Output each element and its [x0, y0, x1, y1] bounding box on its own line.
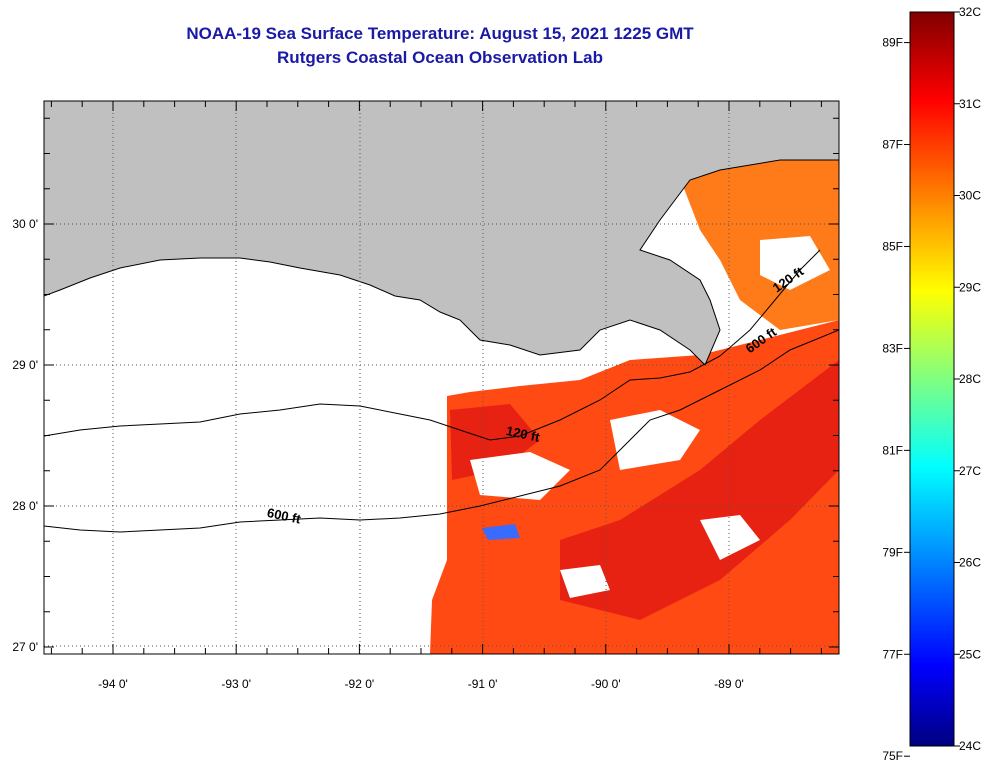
map-tick-marks: [44, 101, 839, 654]
latitude-labels: 30 0' 29 0' 28 0' 27 0': [12, 217, 38, 654]
sst-cloud-gap: [760, 236, 830, 290]
colorbar-gradient: [909, 11, 955, 747]
chart-subtitle: Rutgers Coastal Ocean Observation Lab: [277, 48, 603, 67]
colorbar-fahrenheit-label: 89F: [882, 36, 903, 50]
bathymetry-contours: [44, 249, 839, 533]
colorbar-celsius-label: 30C: [959, 189, 981, 203]
colorbar-celsius-label: 26C: [959, 556, 981, 570]
longitude-tick-label: -90 0': [591, 677, 621, 691]
sst-hot-core: [560, 360, 839, 620]
colorbar-fahrenheit-label: 85F: [882, 239, 903, 253]
graticule: [44, 101, 839, 654]
colorbar-fahrenheit-labels: 89F 87F 85F 83F 81F 79F 77F 75F: [882, 36, 903, 761]
land-mass: [44, 101, 839, 366]
longitude-tick-label: -89 0': [714, 677, 744, 691]
sst-cool-patch: [482, 524, 520, 540]
colorbar: 32C 31C 30C 29C 28C 27C 26C 25C 24C 89F 87F 85F 83F…: [882, 5, 981, 761]
colorbar-fahrenheit-label: 75F: [882, 749, 903, 761]
sst-cloud-gap: [470, 452, 570, 500]
sst-warm-field: [430, 320, 839, 654]
colorbar-celsius-label: 28C: [959, 372, 981, 386]
colorbar-fahrenheit-label: 77F: [882, 647, 903, 661]
contour-600ft: [44, 329, 839, 533]
longitude-tick-label: -92 0': [345, 677, 375, 691]
latitude-tick-label: 28 0': [12, 499, 38, 513]
longitude-tick-label: -94 0': [98, 677, 128, 691]
chart-title: NOAA-19 Sea Surface Temperature: August …: [186, 24, 694, 43]
latitude-tick-label: 27 0': [12, 640, 38, 654]
contour-label: 600 ft: [266, 505, 303, 527]
map-frame: [43, 100, 840, 655]
latitude-tick-label: 30 0': [12, 217, 38, 231]
colorbar-celsius-label: 32C: [959, 5, 981, 19]
colorbar-fahrenheit-label: 87F: [882, 138, 903, 152]
sst-cloud-gap: [560, 565, 610, 598]
longitude-labels: -94 0' -93 0' -92 0' -91 0' -90 0' -89 0': [98, 677, 744, 691]
colorbar-fahrenheit-label: 83F: [882, 341, 903, 355]
colorbar-fahrenheit-label: 81F: [882, 443, 903, 457]
contour-label: 120 ft: [505, 423, 542, 445]
colorbar-fahrenheit-label: 79F: [882, 545, 903, 559]
colorbar-celsius-label: 29C: [959, 280, 981, 294]
colorbar-celsius-label: 25C: [959, 647, 981, 661]
colorbar-celsius-label: 31C: [959, 97, 981, 111]
sst-east-shelf: [680, 160, 839, 330]
colorbar-celsius-label: 27C: [959, 464, 981, 478]
longitude-tick-label: -93 0': [221, 677, 251, 691]
sst-cloud-gap: [700, 515, 760, 560]
colorbar-celsius-labels: 32C 31C 30C 29C 28C 27C 26C 25C 24C: [959, 5, 981, 753]
longitude-tick-label: -91 0': [468, 677, 498, 691]
sst-cloud-gap: [610, 410, 700, 470]
latitude-tick-label: 29 0': [12, 358, 38, 372]
colorbar-celsius-label: 24C: [959, 739, 981, 753]
contour-120ft: [44, 249, 821, 441]
